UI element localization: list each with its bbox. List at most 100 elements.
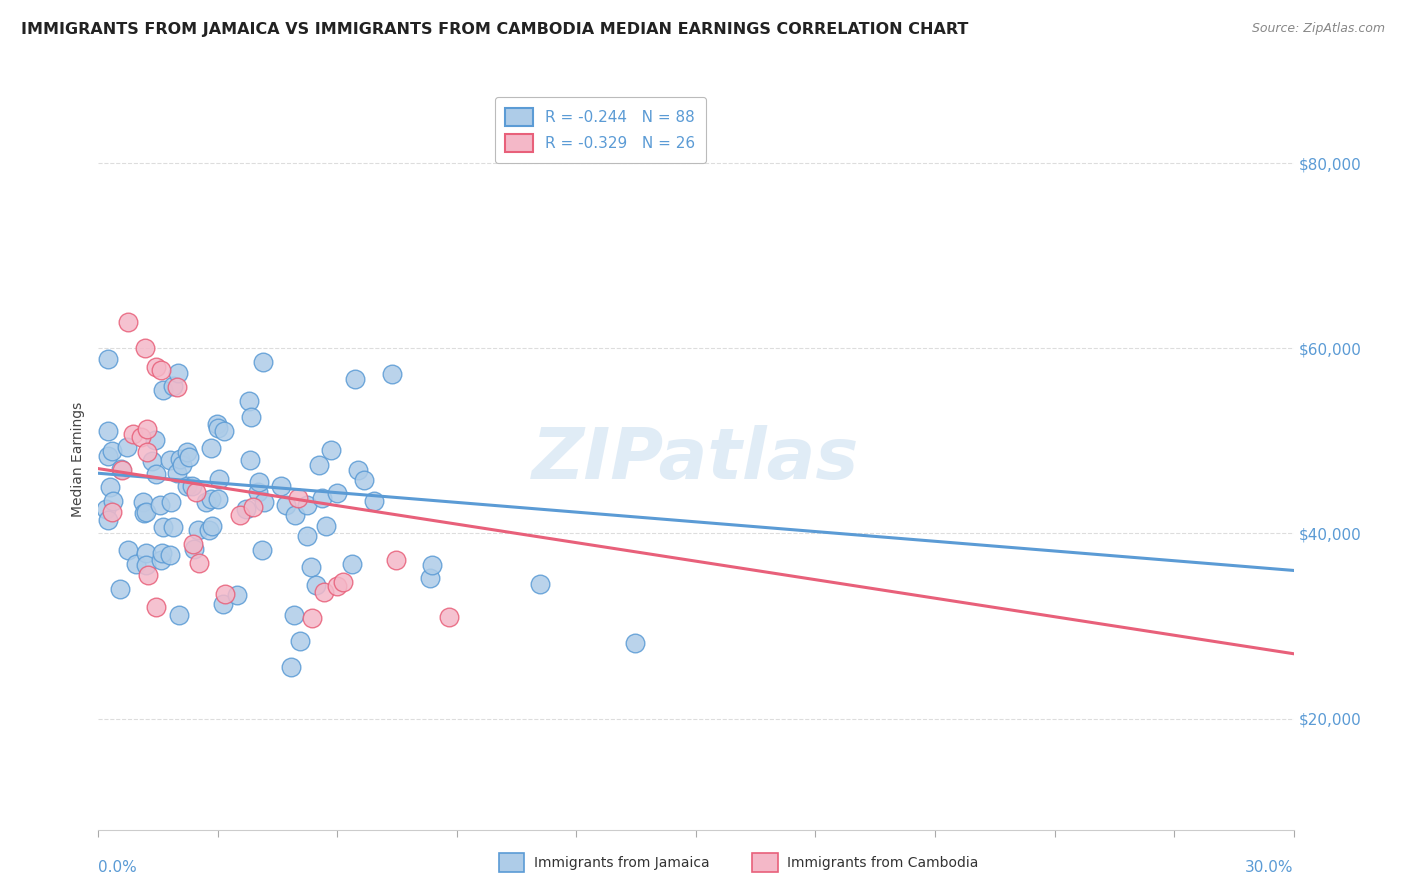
Point (344, 372, 367, 386)
Text: IMMIGRANTS FROM JAMAICA VS IMMIGRANTS FROM CAMBODIA MEDIAN EARNINGS CORRELATION : IMMIGRANTS FROM JAMAICA VS IMMIGRANTS FR… (21, 22, 969, 37)
Point (200, 492, 222, 507)
Y-axis label: Median Earnings: Median Earnings (70, 401, 84, 517)
Point (110, 461, 132, 475)
Point (167, 608, 190, 623)
Point (312, 585, 335, 599)
Point (98, 480, 121, 494)
Point (242, 500, 264, 514)
Point (274, 498, 297, 512)
Point (135, 545, 157, 559)
Point (131, 495, 153, 509)
Point (363, 494, 385, 508)
Point (439, 610, 461, 624)
Point (212, 424, 235, 438)
Point (340, 557, 363, 571)
Point (152, 520, 174, 534)
Point (188, 556, 211, 570)
Point (208, 472, 231, 486)
Point (305, 578, 328, 592)
Point (212, 597, 235, 611)
Point (162, 379, 184, 393)
Text: Immigrants from Jamaica: Immigrants from Jamaica (534, 855, 710, 870)
Point (183, 541, 205, 556)
Point (385, 553, 408, 567)
Point (97, 450, 120, 464)
Point (194, 495, 217, 509)
Point (295, 498, 318, 512)
Point (159, 548, 181, 562)
Point (186, 484, 208, 499)
Point (97, 425, 120, 439)
Point (301, 610, 323, 624)
Point (117, 315, 139, 329)
Point (295, 529, 318, 543)
Text: 0.0%: 0.0% (98, 860, 138, 875)
Point (198, 523, 221, 537)
Point (135, 505, 157, 519)
Point (177, 450, 200, 464)
Point (167, 367, 190, 381)
Point (97, 513, 120, 527)
Point (117, 440, 139, 454)
Point (135, 445, 157, 459)
Point (145, 467, 167, 481)
Point (284, 508, 307, 522)
Point (347, 463, 370, 477)
Point (150, 546, 173, 560)
Point (97, 351, 120, 366)
Point (239, 453, 262, 467)
Point (136, 568, 159, 582)
Point (287, 491, 309, 505)
Point (166, 380, 188, 394)
Point (160, 495, 183, 509)
Point (141, 453, 163, 467)
Point (253, 495, 276, 509)
Point (239, 410, 262, 425)
Point (226, 588, 249, 602)
Point (238, 394, 260, 409)
Point (181, 536, 204, 550)
Legend: R = -0.244   N = 88, R = -0.329   N = 26: R = -0.244 N = 88, R = -0.329 N = 26 (495, 97, 706, 163)
Point (319, 443, 342, 458)
Point (117, 543, 139, 558)
Point (187, 523, 209, 537)
Point (143, 434, 166, 448)
Point (166, 466, 188, 480)
Point (235, 502, 257, 516)
Point (214, 587, 236, 601)
Point (145, 360, 167, 375)
Point (326, 486, 349, 500)
Point (280, 659, 302, 673)
Point (326, 579, 349, 593)
Point (136, 421, 159, 435)
Point (420, 558, 443, 572)
Point (149, 498, 172, 512)
Point (159, 452, 181, 467)
Point (332, 574, 354, 589)
Point (145, 600, 167, 615)
Text: Source: ZipAtlas.com: Source: ZipAtlas.com (1251, 22, 1385, 36)
Point (135, 558, 157, 572)
Point (205, 417, 228, 431)
Point (125, 558, 148, 572)
Point (252, 354, 274, 368)
Point (134, 341, 156, 355)
Point (134, 506, 156, 520)
Text: 30.0%: 30.0% (1246, 860, 1294, 875)
Point (103, 493, 125, 508)
Point (311, 491, 333, 505)
Point (250, 542, 273, 557)
Point (108, 582, 131, 596)
Point (315, 518, 337, 533)
Point (308, 458, 330, 472)
Point (172, 458, 194, 472)
Point (149, 363, 172, 377)
Point (419, 571, 441, 585)
Point (624, 636, 647, 650)
Point (207, 421, 229, 435)
Point (129, 430, 152, 444)
Point (207, 491, 229, 506)
Point (181, 478, 204, 492)
Point (270, 479, 292, 493)
Point (201, 519, 224, 533)
